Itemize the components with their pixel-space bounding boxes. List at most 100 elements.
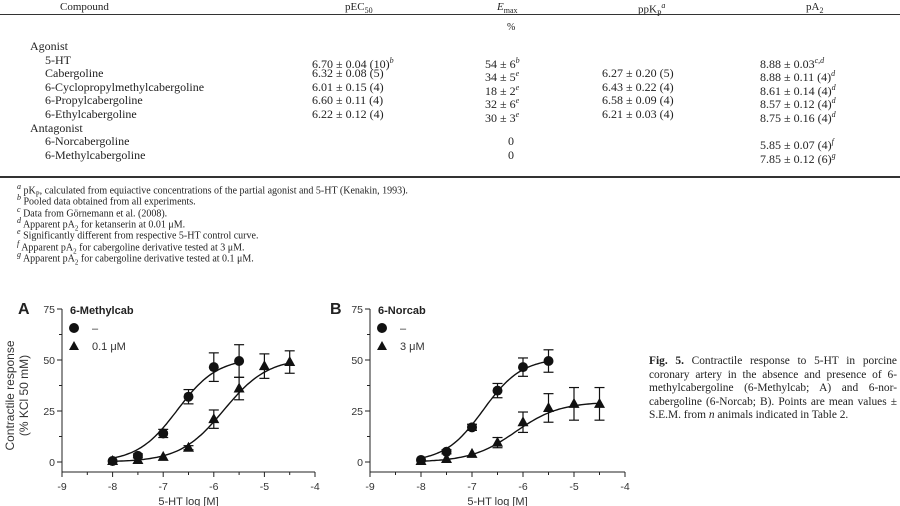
x-tick-label: -6 [209, 481, 218, 493]
y-tick-label: 25 [351, 406, 363, 418]
legend-triangle-icon [69, 341, 79, 350]
legend-triangle-icon [377, 341, 387, 350]
data-point-triangle [441, 452, 452, 463]
legend-label: – [400, 323, 407, 335]
footnote: d Apparent pA2 for ketanserin at 0.01 μM… [17, 215, 185, 234]
header-rule [0, 14, 900, 15]
y-tick-label: 75 [351, 304, 363, 316]
cell-pec50: 6.32 ± 0.08 (5) [312, 67, 384, 80]
legend-circle-icon [69, 323, 79, 333]
legend-label: 0.1 μM [92, 341, 126, 353]
footnote-marker: f [831, 137, 834, 147]
cell-emax: 32 ± 6e [485, 94, 519, 111]
cell-compound: 6-Propylcabergoline [45, 93, 143, 108]
data-point-triangle [107, 454, 119, 465]
data-point-circle [467, 422, 477, 433]
fit-curve-circle [420, 360, 549, 459]
data-point-triangle [233, 382, 245, 393]
data-point-triangle [415, 454, 427, 465]
footnote-marker: b [515, 55, 520, 65]
cell-compound: 6-Norcabergoline [45, 134, 130, 149]
footnote-text: pK [23, 185, 36, 197]
data-point-triangle [208, 413, 220, 424]
cell-value: 6.27 ± 0.20 (5) [602, 66, 674, 81]
data-point-circle [518, 362, 528, 373]
x-tick-label: -4 [620, 481, 629, 493]
data-point-triangle [132, 453, 144, 464]
data-point-triangle [157, 450, 169, 461]
data-point-circle [492, 385, 503, 396]
cell-value: 6.58 ± 0.09 (4) [602, 93, 674, 108]
footnote-marker: b [389, 55, 394, 65]
footnote-rest: for cabergoline derivative tested at 0.1… [78, 253, 254, 265]
header-pec50: pEC50 [345, 1, 373, 16]
chart-panel-b: B 0 25 50 75 -9 -8 -7 -6 -5 -4 5-HT log [M] 6-Norcab… [330, 301, 630, 506]
header-compound: Compound [60, 1, 109, 13]
caption-label: Fig. 5. [649, 355, 684, 367]
data-point-circle [208, 362, 219, 373]
header-pa2: pA2 [806, 1, 824, 16]
data-point-triangle [543, 401, 554, 412]
group-label: Agonist [30, 40, 68, 53]
cell-compound: 6-Methylcabergoline [45, 147, 146, 162]
cell-pec50: 6.70 ± 0.04 (10)b [312, 54, 394, 71]
footnote-sub: 2 [74, 224, 79, 233]
footnote-mark: e [17, 227, 21, 237]
footnote-text: Apparent pA [21, 241, 74, 253]
cell-emax: 30 ± 3e [485, 108, 519, 125]
data-point-triangle [492, 436, 503, 447]
bottom-rule [0, 176, 900, 178]
cell-pa2: 7.85 ± 0.12 (6)g [760, 149, 836, 166]
cell-pkp: 6.27 ± 0.20 (5) [602, 67, 674, 80]
cell-value: 6.32 ± 0.08 (5) [312, 66, 384, 81]
x-axis-label: 5-HT log [M] [467, 496, 527, 506]
cell-value: 0 [508, 134, 514, 149]
legend-label: – [92, 323, 99, 335]
footnote-marker: e [515, 110, 520, 119]
cell-pec50: 6.60 ± 0.11 (4) [312, 94, 383, 107]
x-tick-label: -8 [108, 481, 117, 493]
cell-value: 8.57 ± 0.12 (4) [760, 97, 832, 112]
footnote-marker: d [831, 69, 836, 79]
cell-pa2: 8.88 ± 0.03c,d [760, 54, 824, 71]
cell-value: 6.01 ± 0.15 (4) [312, 79, 384, 94]
footnote-marker: e [515, 96, 520, 106]
data-point-circle [441, 446, 452, 457]
cell-value: 0 [508, 147, 514, 162]
cell-value: 30 ± 3 [485, 111, 516, 125]
data-point-triangle [594, 397, 605, 408]
data-point-triangle [183, 441, 194, 452]
cell-pa2: 8.57 ± 0.12 (4)d [760, 94, 836, 111]
y-tick-label: 75 [43, 304, 55, 316]
footnote-sub: 2 [73, 246, 77, 255]
panel-letter: B [330, 301, 342, 318]
data-point-circle [183, 391, 194, 402]
footnote-marker: d [831, 110, 836, 119]
x-tick-label: -4 [310, 481, 319, 493]
cell-value: 8.61 ± 0.14 (4) [760, 83, 832, 98]
cell-pa2: 8.88 ± 0.11 (4)d [760, 67, 835, 84]
footnote-marker: g [831, 150, 836, 160]
footnote-text: Data from Görnemann et al. (2008). [23, 207, 168, 219]
cell-value: 54 ± 6 [485, 56, 516, 71]
data-point-triangle [568, 397, 580, 408]
emax-unit: % [507, 22, 516, 33]
x-tick-label: -5 [569, 481, 578, 493]
cell-pkp: 6.21 ± 0.03 (4) [602, 108, 674, 121]
y-axis-label-line2: (% KCl 50 mM) [17, 355, 31, 436]
cell-compound: 5-HT [45, 52, 71, 67]
cell-value: 8.88 ± 0.03 [760, 56, 815, 71]
cell-pkp: 6.58 ± 0.09 (4) [602, 94, 674, 107]
footnote: c Data from Görnemann et al. (2008). [17, 204, 167, 219]
cell-value: 6.60 ± 0.11 (4) [312, 93, 384, 108]
caption-text: Contractile response to 5-HT in porcine … [649, 355, 897, 422]
footnote: b Pooled data obtained from all experime… [17, 192, 196, 207]
x-tick-label: -7 [159, 481, 168, 493]
cell-value: 6.43 ± 0.22 (4) [602, 79, 674, 94]
group-label-text: Agonist [30, 39, 69, 53]
panel-letter: A [18, 301, 30, 318]
y-axis-label-line1: Contractile response [3, 340, 17, 450]
footnote-mark: c [17, 204, 21, 214]
cell-value: 6.70 ± 0.04 (10) [312, 56, 390, 71]
cell-pa2: 5.85 ± 0.07 (4)f [760, 135, 834, 152]
